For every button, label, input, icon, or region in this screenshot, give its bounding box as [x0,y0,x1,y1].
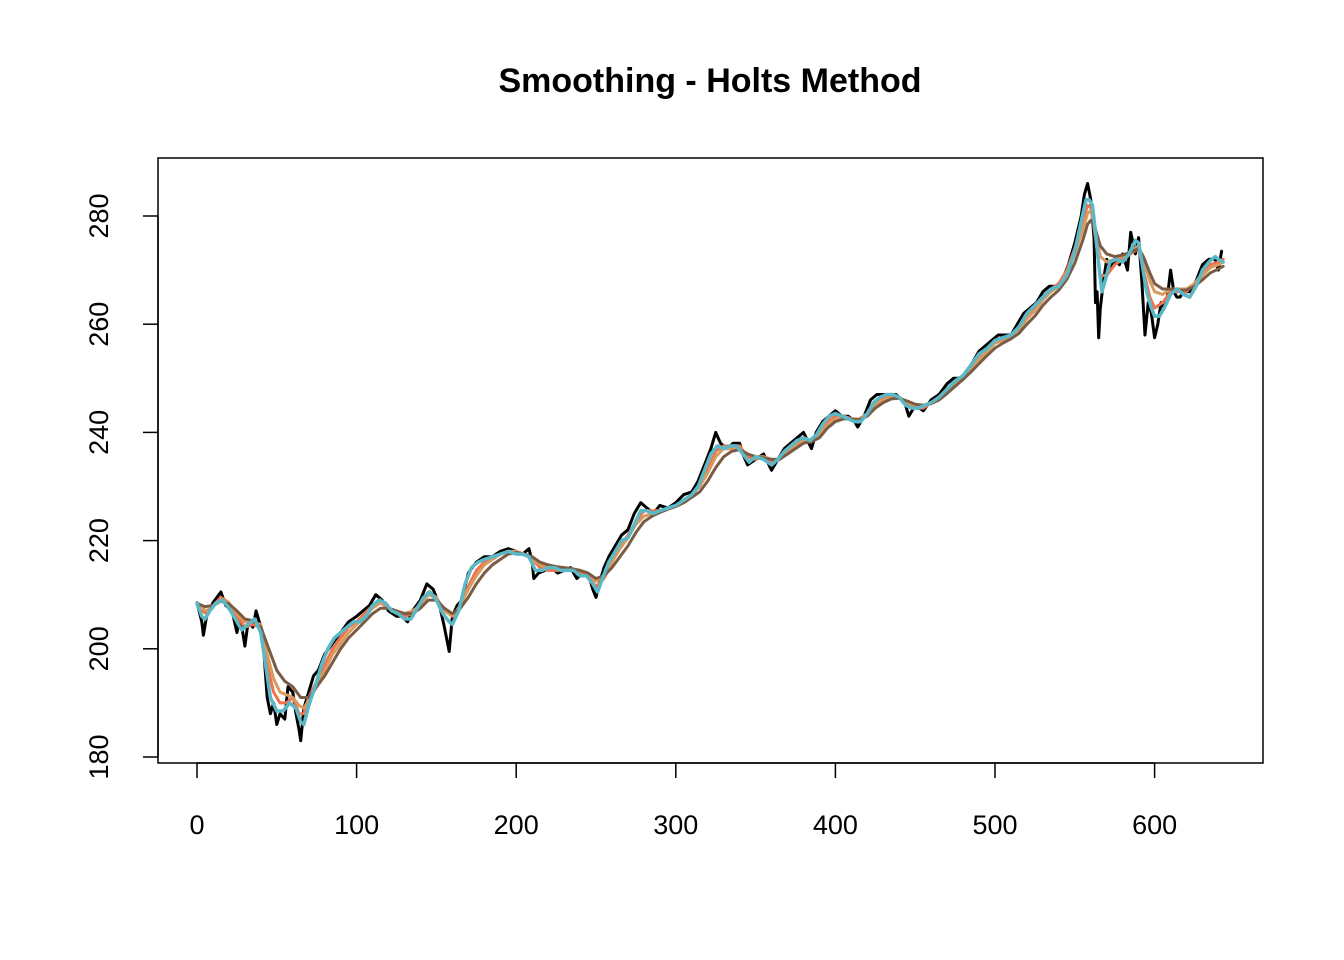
y-tick-label: 240 [84,410,114,455]
series-line-4 [195,218,1225,699]
x-tick-label: 600 [1132,810,1177,840]
y-axis: 180 200 220 240 260 280 [84,193,159,780]
x-tick-label: 200 [494,810,539,840]
y-tick-label: 200 [84,626,114,671]
y-tick-label: 220 [84,518,114,563]
x-tick-label: 0 [189,810,204,840]
x-tick-label: 300 [653,810,698,840]
x-tick-label: 400 [813,810,858,840]
x-tick-label: 100 [334,810,379,840]
y-tick-label: 280 [84,193,114,238]
y-tick-label: 180 [84,734,114,779]
series-line-5 [195,198,1225,727]
chart-title: Smoothing - Holts Method [498,62,921,100]
series-layer [195,182,1225,743]
x-tick-label: 500 [972,810,1017,840]
y-tick-label: 260 [84,302,114,347]
x-axis: 0 100 200 300 400 500 600 [189,762,1177,840]
